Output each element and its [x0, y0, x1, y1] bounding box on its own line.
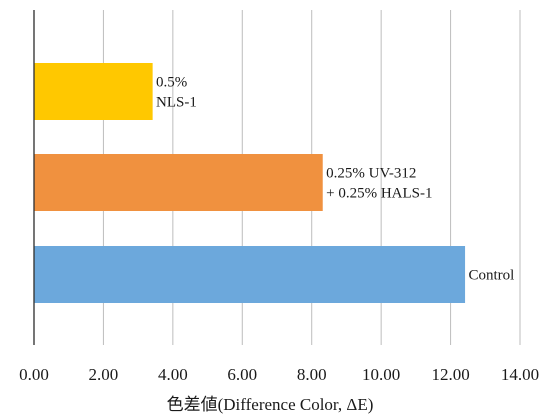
x-axis-label: 色差値(Difference Color, ΔE): [167, 395, 374, 414]
x-tick-label: 6.00: [227, 365, 257, 384]
bar: [34, 154, 323, 211]
bars: [34, 63, 466, 303]
data-labels: 0.5% NLS-1 0.25% UV-312 + 0.25% HALS-1 Contr…: [156, 75, 514, 284]
x-tick-labels: 0.00 2.00 4.00 6.00 8.00 10.00 12.00 14.00: [19, 365, 539, 384]
data-label: Control: [468, 268, 514, 284]
bar: [34, 246, 466, 303]
data-label: 0.25% UV-312: [326, 166, 416, 182]
x-tick-label: 4.00: [158, 365, 188, 384]
x-tick-label: 2.00: [89, 365, 119, 384]
bar: [34, 63, 153, 120]
data-label: 0.5%: [156, 75, 187, 91]
x-tick-label: 10.00: [362, 365, 400, 384]
data-label: + 0.25% HALS-1: [326, 186, 432, 202]
x-tick-label: 14.00: [501, 365, 539, 384]
x-tick-label: 8.00: [297, 365, 327, 384]
data-label: NLS-1: [156, 95, 197, 111]
x-tick-label: 12.00: [431, 365, 469, 384]
x-tick-label: 0.00: [19, 365, 49, 384]
